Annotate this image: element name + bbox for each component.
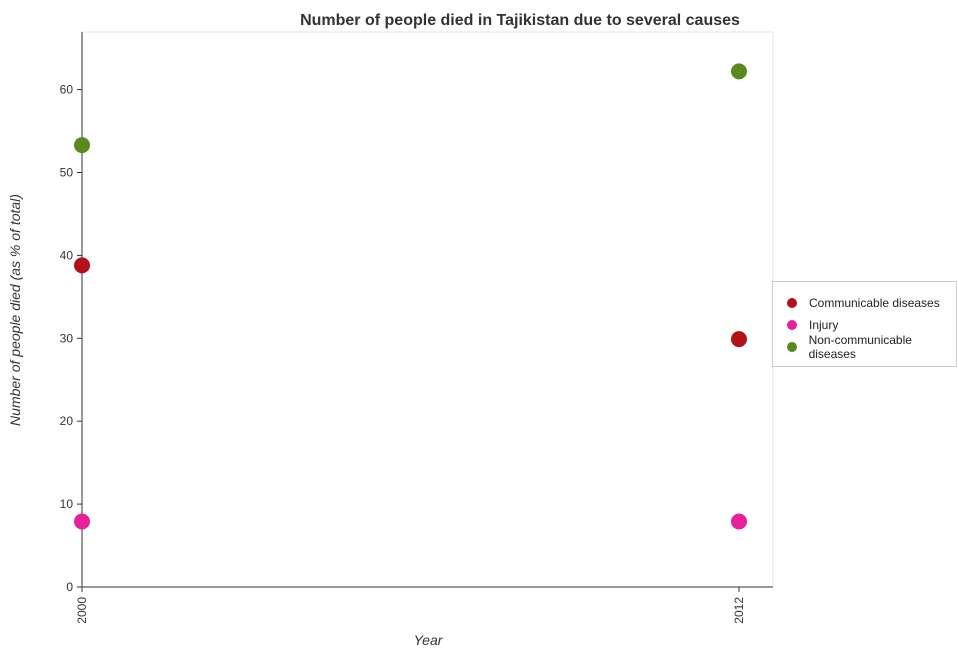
data-point	[74, 257, 90, 274]
data-point	[731, 331, 747, 348]
legend-marker-injury	[787, 320, 797, 330]
y-tick-label: 20	[60, 414, 74, 428]
plot-area	[81, 31, 774, 588]
y-tick-label: 60	[60, 83, 74, 97]
legend-marker-non-communicable	[787, 342, 797, 352]
legend: Communicable diseases Injury Non-communi…	[772, 281, 957, 367]
data-point	[731, 63, 747, 80]
y-tick-label: 0	[66, 580, 73, 594]
legend-label-non-communicable: Non-communicable diseases	[808, 333, 912, 361]
y-tick-label: 30	[60, 331, 74, 345]
y-axis-label: Number of people died (as % of total)	[7, 194, 23, 426]
x-tick-label: 2012	[732, 597, 746, 624]
x-axis-ticks: 2000 2012	[75, 587, 746, 624]
y-tick-label: 10	[60, 497, 74, 511]
y-tick-label: 50	[60, 166, 74, 180]
data-point	[74, 137, 90, 154]
y-tick-label: 40	[60, 248, 74, 262]
y-axis-ticks: 0 10 20 30 40 50 60	[60, 83, 82, 594]
data-point	[74, 513, 90, 530]
x-tick-label: 2000	[75, 597, 89, 624]
data-points	[74, 63, 747, 530]
legend-marker-communicable	[787, 298, 797, 308]
legend-item-injury: Injury	[787, 316, 838, 334]
data-point	[731, 513, 747, 530]
legend-label-communicable: Communicable diseases	[809, 296, 940, 310]
legend-label-injury: Injury	[809, 318, 839, 332]
legend-item-non-communicable: Non-communicable diseases	[787, 333, 956, 361]
x-axis-label: Year	[414, 632, 444, 648]
legend-item-communicable: Communicable diseases	[787, 294, 940, 312]
chart-title: Number of people died in Tajikistan due …	[300, 12, 740, 29]
